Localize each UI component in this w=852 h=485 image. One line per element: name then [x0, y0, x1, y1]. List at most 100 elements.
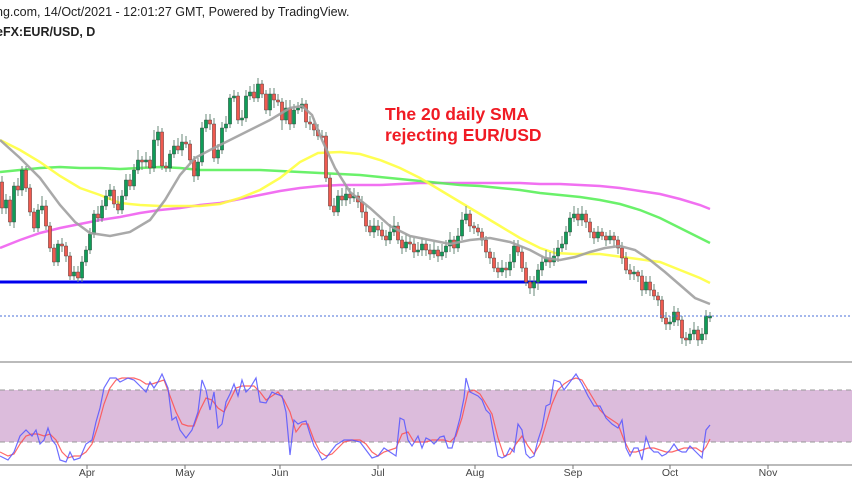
bull-candle: [292, 109, 296, 125]
bear-candle: [160, 131, 164, 167]
bear-candle: [524, 267, 528, 283]
bull-candle: [56, 243, 60, 263]
bull-candle: [196, 161, 200, 177]
x-axis-label-jun: Jun: [271, 467, 289, 479]
bear-candle: [348, 193, 352, 199]
bull-candle: [240, 117, 244, 121]
bear-candle: [272, 93, 276, 101]
bull-candle: [88, 233, 92, 251]
bear-candle: [260, 83, 264, 95]
bull-candle: [104, 195, 108, 207]
bear-candle: [696, 329, 700, 341]
bear-candle: [384, 235, 388, 241]
bear-candle: [576, 213, 580, 221]
bull-candle: [284, 107, 288, 121]
bear-candle: [504, 267, 508, 271]
bull-candle: [672, 311, 676, 323]
bear-candle: [600, 231, 604, 237]
bear-candle: [148, 159, 152, 169]
bear-candle: [640, 275, 644, 291]
bull-candle: [40, 205, 44, 211]
bear-candle: [652, 289, 656, 297]
bull-candle: [564, 231, 568, 245]
bull-candle: [536, 269, 540, 283]
bull-candle: [440, 251, 444, 257]
bull-candle: [532, 281, 536, 289]
bear-candle: [620, 247, 624, 259]
bear-candle: [592, 231, 596, 239]
bear-candle: [488, 251, 492, 259]
x-axis-label-aug: Aug: [465, 467, 485, 479]
bear-candle: [328, 177, 332, 207]
x-axis-label-oct: Oct: [661, 467, 679, 479]
bull-candle: [180, 141, 184, 151]
bull-candle: [608, 235, 612, 241]
bear-candle: [68, 255, 72, 277]
bear-candle: [468, 213, 472, 227]
bull-candle: [200, 127, 204, 163]
bull-candle: [556, 247, 560, 257]
bear-candle: [476, 227, 480, 233]
bear-candle: [276, 99, 280, 103]
bull-candle: [248, 91, 252, 97]
bear-candle: [96, 213, 100, 219]
bull-candle: [572, 213, 576, 219]
bull-candle: [228, 97, 232, 125]
bull-candle: [256, 83, 260, 99]
bear-candle: [412, 243, 416, 253]
bear-candle: [60, 243, 64, 247]
bear-candle: [308, 121, 312, 125]
bull-candle: [432, 249, 436, 255]
bull-candle: [120, 195, 124, 211]
bull-candle: [72, 271, 76, 277]
bear-candle: [636, 271, 640, 277]
bear-candle: [304, 103, 308, 123]
bear-candle: [16, 185, 20, 191]
bear-candle: [660, 299, 664, 319]
bear-candle: [64, 245, 68, 257]
bear-candle: [184, 141, 188, 145]
bear-candle: [628, 269, 632, 275]
sma200-line: [0, 181, 711, 250]
stochastic-band: [0, 390, 852, 442]
bear-candle: [664, 317, 668, 325]
bull-candle: [460, 219, 464, 237]
bear-candle: [192, 159, 196, 177]
bear-candle: [8, 199, 12, 223]
bull-candle: [336, 195, 340, 213]
bull-candle: [132, 169, 136, 187]
bull-candle: [220, 127, 224, 151]
bear-candle: [364, 211, 368, 227]
bull-candle: [540, 261, 544, 271]
bull-candle: [268, 93, 272, 111]
bear-candle: [408, 241, 412, 245]
bear-candle: [140, 159, 144, 163]
stochastic-d-line: [0, 377, 711, 459]
bear-candle: [252, 91, 256, 99]
bull-candle: [172, 145, 176, 155]
bull-candle: [704, 315, 708, 335]
bear-candle: [520, 251, 524, 269]
bull-candle: [416, 249, 420, 253]
chart-symbol-title: eFX:EUR/USD, D: [0, 25, 96, 39]
bear-candle: [496, 267, 500, 273]
bull-candle: [4, 199, 8, 209]
bear-candle: [76, 271, 80, 279]
bear-candle: [44, 205, 48, 227]
bull-candle: [508, 261, 512, 271]
bear-candle: [492, 257, 496, 269]
bull-candle: [596, 231, 600, 239]
bear-candle: [376, 225, 380, 231]
bull-candle: [216, 149, 220, 159]
bear-candle: [656, 295, 660, 301]
bull-candle: [156, 131, 160, 141]
bull-candle: [296, 107, 300, 111]
bear-candle: [584, 213, 588, 223]
bear-candle: [176, 145, 180, 151]
annotation-line-1: The 20 daily SMA: [385, 104, 529, 124]
x-axis-label-apr: Apr: [78, 467, 96, 479]
bear-candle: [400, 239, 404, 249]
bull-candle: [344, 193, 348, 201]
bull-candle: [404, 241, 408, 249]
